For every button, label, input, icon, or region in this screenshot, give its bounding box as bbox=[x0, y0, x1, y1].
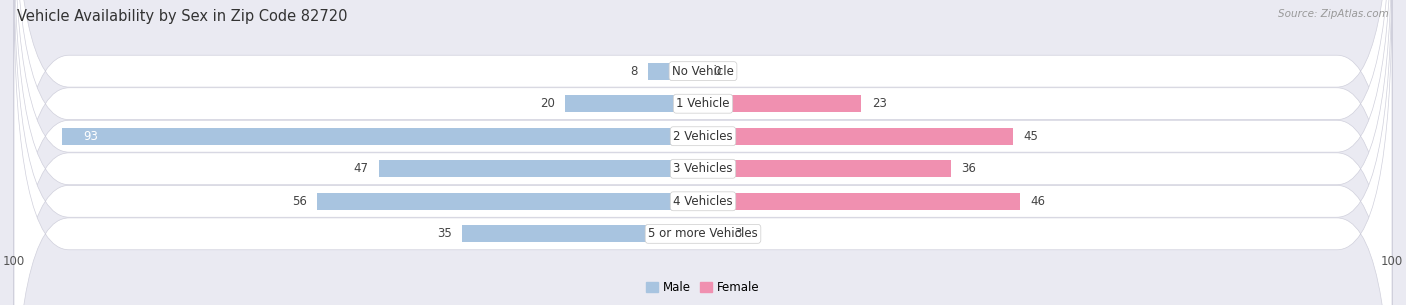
Text: Vehicle Availability by Sex in Zip Code 82720: Vehicle Availability by Sex in Zip Code … bbox=[17, 9, 347, 24]
Bar bbox=[380, 160, 703, 177]
Text: 47: 47 bbox=[354, 162, 368, 175]
Text: 8: 8 bbox=[630, 65, 637, 78]
FancyBboxPatch shape bbox=[14, 0, 1392, 305]
Bar bbox=[461, 225, 703, 242]
Text: Source: ZipAtlas.com: Source: ZipAtlas.com bbox=[1278, 9, 1389, 19]
Text: 2 Vehicles: 2 Vehicles bbox=[673, 130, 733, 143]
Text: 56: 56 bbox=[292, 195, 307, 208]
Text: 20: 20 bbox=[540, 97, 555, 110]
Text: 45: 45 bbox=[1024, 130, 1038, 143]
Text: 5 or more Vehicles: 5 or more Vehicles bbox=[648, 227, 758, 240]
Text: 1 Vehicle: 1 Vehicle bbox=[676, 97, 730, 110]
FancyBboxPatch shape bbox=[14, 0, 1392, 305]
FancyBboxPatch shape bbox=[14, 0, 1392, 305]
FancyBboxPatch shape bbox=[14, 0, 1392, 305]
Bar bbox=[565, 95, 703, 112]
Text: 3 Vehicles: 3 Vehicles bbox=[673, 162, 733, 175]
Bar bbox=[703, 160, 950, 177]
Text: 36: 36 bbox=[962, 162, 976, 175]
Bar bbox=[648, 63, 703, 80]
Text: No Vehicle: No Vehicle bbox=[672, 65, 734, 78]
Legend: Male, Female: Male, Female bbox=[641, 276, 765, 299]
Bar bbox=[318, 193, 703, 210]
Bar bbox=[703, 225, 724, 242]
Text: 35: 35 bbox=[437, 227, 451, 240]
Bar bbox=[703, 193, 1019, 210]
Bar bbox=[703, 95, 862, 112]
Text: 4 Vehicles: 4 Vehicles bbox=[673, 195, 733, 208]
Text: 3: 3 bbox=[734, 227, 741, 240]
Text: 93: 93 bbox=[83, 130, 98, 143]
Text: 46: 46 bbox=[1031, 195, 1045, 208]
FancyBboxPatch shape bbox=[14, 0, 1392, 305]
Bar bbox=[62, 128, 703, 145]
FancyBboxPatch shape bbox=[14, 0, 1392, 305]
Bar bbox=[703, 128, 1012, 145]
Text: 0: 0 bbox=[713, 65, 721, 78]
Text: 23: 23 bbox=[872, 97, 887, 110]
